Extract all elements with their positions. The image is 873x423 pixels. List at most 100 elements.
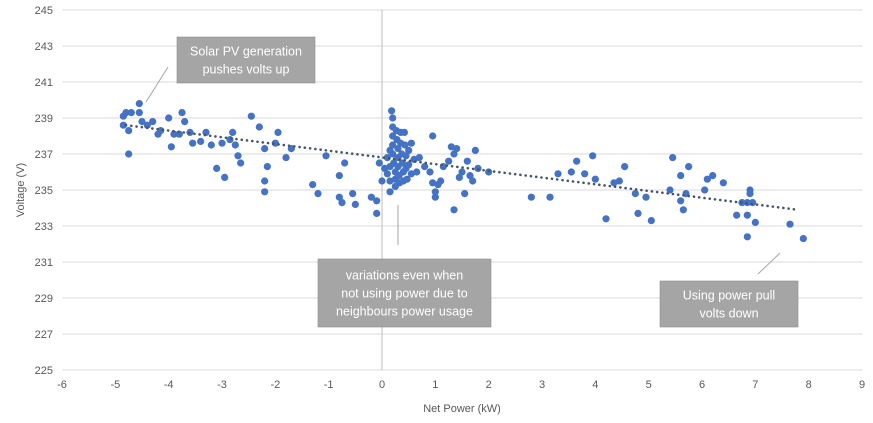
y-tick-label: 227 (35, 329, 53, 341)
data-point (421, 163, 429, 171)
data-point (426, 168, 434, 176)
data-point (389, 141, 397, 149)
data-point (466, 172, 474, 180)
data-point (322, 152, 330, 160)
data-point (743, 211, 751, 219)
data-point (226, 136, 234, 144)
data-point (589, 152, 597, 160)
callouts: Solar PV generation pushes volts up variat… (145, 36, 799, 328)
data-point (274, 128, 282, 136)
callout-box (317, 258, 492, 328)
data-point (349, 190, 357, 198)
callout-using-power: Using power pull volts down (659, 252, 799, 328)
x-tick-label: -6 (57, 379, 67, 391)
data-point (231, 141, 239, 149)
callout-text: Using power pull (683, 289, 775, 303)
x-tick-label: 4 (592, 379, 598, 391)
x-tick-label: -4 (164, 379, 174, 391)
x-tick-label: -3 (217, 379, 227, 391)
data-point (567, 168, 575, 176)
data-point (122, 109, 130, 117)
data-point (455, 173, 463, 181)
data-point (218, 139, 226, 147)
data-point (621, 163, 629, 171)
callout-leader-line (145, 66, 169, 103)
trendline (124, 123, 800, 212)
callout-text: volts down (699, 307, 758, 321)
data-point (458, 168, 466, 176)
gridlines (62, 9, 862, 371)
data-point (602, 215, 610, 223)
data-point (669, 154, 677, 162)
data-point (463, 157, 471, 165)
data-point (573, 157, 581, 165)
callout-box (659, 280, 799, 328)
data-point (403, 175, 411, 183)
y-tick-label: 239 (35, 113, 53, 125)
data-point (415, 154, 423, 162)
data-point (207, 141, 215, 149)
x-tick-label: 5 (646, 379, 652, 391)
data-point (445, 157, 453, 165)
x-tick-label: 2 (486, 379, 492, 391)
data-point (469, 177, 477, 185)
data-point (143, 121, 151, 129)
data-point (527, 193, 535, 201)
data-point (405, 146, 413, 154)
data-point (437, 177, 445, 185)
data-point (378, 177, 386, 185)
data-point (263, 163, 271, 171)
data-point (386, 188, 394, 196)
y-axis-title: Voltage (V) (15, 163, 27, 217)
data-point (709, 172, 717, 180)
data-point (581, 170, 589, 178)
data-point (388, 107, 396, 115)
data-point (309, 181, 317, 189)
x-tick-label: 8 (806, 379, 812, 391)
data-point (703, 175, 711, 183)
data-point (546, 193, 554, 201)
data-point (413, 168, 421, 176)
data-point (335, 172, 343, 180)
data-point (229, 128, 237, 136)
y-tick-label: 233 (35, 221, 53, 233)
data-point (701, 186, 709, 194)
data-point (383, 170, 391, 178)
data-point (746, 186, 754, 194)
data-point (221, 173, 229, 181)
callout-leader-line (757, 252, 781, 275)
data-point (338, 199, 346, 207)
data-point (234, 152, 242, 160)
y-tick-label: 241 (35, 77, 53, 89)
callout-neighbours: variations even when not using power due … (317, 205, 492, 328)
data-point (255, 123, 263, 131)
y-tick-label: 229 (35, 293, 53, 305)
callout-text: not using power due to (341, 287, 468, 301)
data-point (261, 188, 269, 196)
data-point (431, 188, 439, 196)
data-point (389, 114, 397, 122)
data-point (685, 163, 693, 171)
data-point (394, 145, 402, 153)
y-tick-label: 245 (35, 5, 53, 17)
data-point (431, 193, 439, 201)
data-point (373, 209, 381, 217)
data-point (733, 211, 741, 219)
data-point (247, 112, 255, 120)
data-point (799, 235, 807, 243)
data-point (719, 179, 727, 187)
x-axis-title: Net Power (kW) (423, 403, 501, 415)
data-point (429, 132, 437, 140)
y-tick-label: 235 (35, 185, 53, 197)
data-point (453, 145, 461, 153)
data-point (591, 175, 599, 183)
data-point (751, 218, 759, 226)
data-point (405, 161, 413, 169)
data-point (135, 100, 143, 108)
x-tick-label: 6 (699, 379, 705, 391)
callout-box (176, 36, 316, 84)
trendline-layer (124, 123, 800, 212)
data-point (167, 143, 175, 151)
